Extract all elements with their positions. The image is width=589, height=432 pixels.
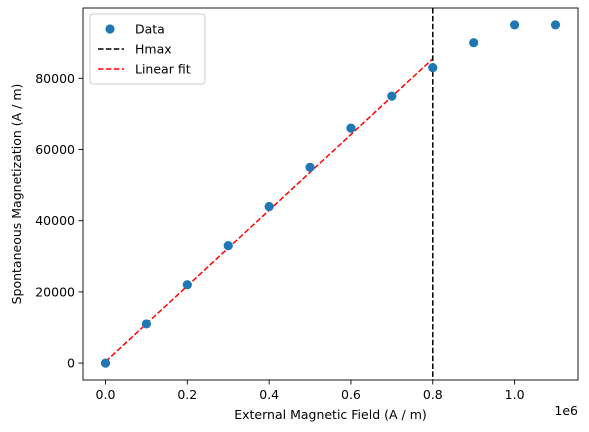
data-point (141, 319, 152, 329)
x-tick-label: 0.2 (177, 387, 197, 402)
data-point (264, 201, 274, 212)
x-axis-title: External Magnetic Field (A / m) (234, 407, 427, 422)
legend-marker-data (105, 24, 115, 34)
data-point (100, 358, 111, 368)
legend: Data Hmax Linear fit (89, 13, 206, 85)
data-marks (100, 8, 561, 380)
data-point (469, 38, 479, 48)
x-tick-label: 0.0 (96, 387, 116, 402)
y-tick-label: 80000 (35, 71, 75, 86)
y-tick-label: 0 (67, 356, 75, 371)
x-tick-label: 0.6 (341, 387, 361, 402)
x-tick-label: 0.8 (423, 387, 443, 402)
y-tick-label: 40000 (35, 213, 75, 228)
axes-frame (82, 7, 579, 381)
axis-ticks: 0.0 0.2 0.4 0.6 0.8 1.0 0 20000 40000 60000 80000 (35, 71, 524, 402)
y-tick-label: 60000 (35, 142, 75, 157)
data-point (428, 63, 438, 73)
data-point (509, 20, 520, 30)
data-point (387, 91, 397, 101)
legend-label: Linear fit (135, 62, 191, 77)
data-point (223, 241, 233, 251)
legend-label: Hmax (135, 42, 172, 57)
legend-label: Data (135, 22, 165, 37)
legend-box (89, 13, 206, 85)
y-tick-label: 20000 (35, 284, 75, 299)
data-point (182, 280, 192, 290)
x-axis-offset-label: 1e6 (554, 403, 578, 418)
data-point (346, 123, 356, 133)
y-axis-title: Spontaneous Magnetization (A / m) (9, 84, 24, 305)
x-tick-label: 1.0 (505, 387, 525, 402)
data-point (305, 162, 315, 172)
x-tick-label: 0.4 (259, 387, 279, 402)
data-point (550, 20, 561, 30)
